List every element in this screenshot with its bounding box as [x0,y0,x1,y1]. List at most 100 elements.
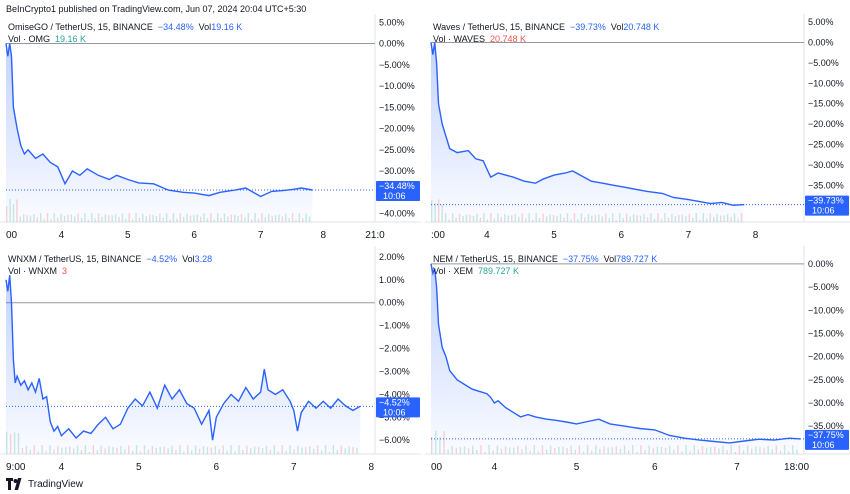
y-tick-label: −35.00% [808,421,844,431]
x-tick-label: 5 [551,230,557,241]
y-tick-label: −15.00% [379,102,415,112]
y-tick-label: 5.00% [808,17,834,27]
last-value-badge [805,429,849,450]
x-tick-label: 4 [59,230,65,241]
y-tick-label: 0.00% [379,39,405,49]
x-tick-label: 21:0 [365,230,385,241]
vol-value: 19.16 K [211,22,242,32]
y-tick-label: 2.00% [379,252,405,262]
y-tick-label: −20.00% [808,119,844,129]
chart-waves[interactable]: 5.00% 0.00% −5.00% −10.00% −15.00% −20.00% −25… [425,14,850,242]
change-value: −4.52% [146,254,177,264]
vol-row-label: Vol · WNXM [8,266,57,276]
countdown-label: 10:06 [812,440,835,450]
x-tick-label: 18:00 [784,462,809,473]
volume-legend: Vol · OMG 19.16 K [8,34,86,44]
x-tick-label: 7 [258,230,264,241]
chart-xem[interactable]: 0.00% −5.00% −10.00% −15.00% −20.00% −25.00% −… [425,246,850,474]
tradingview-logo-icon [6,478,22,490]
y-tick-label: 0.00% [379,298,405,308]
y-tick-label: −25.00% [379,145,415,155]
y-tick-label: −30.00% [808,160,844,170]
y-tick-label: −4.00% [379,389,410,399]
series-area [431,42,745,222]
x-tick-label: 4 [492,462,498,473]
y-tick-label: −5.00% [808,58,839,68]
series-line [5,275,361,441]
change-value: −39.73% [570,22,606,32]
change-value: −34.48% [158,22,194,32]
vol-row-value: 19.16 K [55,34,86,44]
vol-row-value: 20.748 K [490,34,526,44]
y-tick-label: −5.00% [379,412,410,422]
symbol-legend: OmiseGO / TetherUS, 15, BINANCE −34.48% Vo… [8,22,242,32]
volume-legend: Vol · WNXM 3 [8,266,67,276]
vol-row-label: Vol · XEM [433,266,473,276]
y-tick-label: −3.00% [379,366,410,376]
series-area [431,263,801,454]
vol-label: Vol [199,22,212,32]
series-line [430,42,745,207]
y-tick-label: 1.00% [379,275,405,285]
vol-value: 3.28 [195,254,213,264]
x-tick-label: :00 [431,230,445,241]
footer: TradingView [6,476,83,492]
series-area [6,43,313,222]
y-tick-label: −20.00% [379,124,415,134]
last-value-badge [376,397,420,418]
last-value-label: −34.48% [379,181,415,191]
x-tick-label: 5 [125,230,131,241]
x-tick-label: 5 [136,462,142,473]
vol-value: 20.748 K [623,22,659,32]
symbol-legend: NEM / TetherUS, 15, BINANCE −37.75% Vol789… [433,254,657,264]
y-tick-label: −15.00% [808,328,844,338]
symbol-title: NEM / TetherUS, 15, BINANCE [433,254,558,264]
chart-wnxm[interactable]: 2.00%1.00%0.00%−1.00%−2.00%−3.00%−4.00%−… [0,246,421,474]
x-tick-label: 4 [484,230,490,241]
x-tick-label: 8 [321,230,327,241]
y-tick-label: −30.00% [379,166,415,176]
countdown-label: 10:06 [383,191,406,201]
y-tick-label: −15.00% [808,99,844,109]
series-area [6,275,361,454]
y-tick-label: −10.00% [808,78,844,88]
volume-legend: Vol · WAVES 20.748 K [433,34,526,44]
last-value-label: −4.52% [379,397,410,407]
volume-legend: Vol · XEM 789.727 K [433,266,519,276]
x-tick-label: 5 [574,462,580,473]
countdown-label: 10:06 [383,407,406,417]
last-value-label: −39.73% [808,196,844,206]
y-tick-label: −25.00% [808,139,844,149]
countdown-label: 10:06 [812,206,835,216]
y-tick-label: −20.00% [808,352,844,362]
x-tick-label: 7 [686,230,692,241]
y-tick-label: 0.00% [808,37,834,47]
last-value-badge [376,181,420,202]
series-line [430,263,801,444]
chart-omg[interactable]: 5.00% 0.00% −5.00% −10.00% −15.00% −20.00% −25… [0,14,421,242]
vol-row-label: Vol · WAVES [433,34,485,44]
vol-row-value: 789.727 K [478,266,519,276]
series-line [5,43,313,198]
y-tick-label: −35.00% [808,180,844,190]
y-tick-label: −25.00% [808,375,844,385]
symbol-title: WNXM / TetherUS, 15, BINANCE [8,254,141,264]
y-tick-label: −6.00% [379,435,410,445]
x-tick-label: 00 [6,230,18,241]
y-tick-label: −5.00% [379,60,410,70]
symbol-legend: Waves / TetherUS, 15, BINANCE −39.73% Vol2… [433,22,659,32]
x-tick-label: 6 [652,462,658,473]
y-tick-label: −10.00% [808,305,844,315]
symbol-title: OmiseGO / TetherUS, 15, BINANCE [8,22,153,32]
x-tick-label: 8 [369,462,375,473]
y-tick-label: −1.00% [379,321,410,331]
vol-label: Vol [611,22,624,32]
y-tick-label: −5.00% [808,282,839,292]
vol-label: Vol [604,254,617,264]
x-tick-label: 9:00 [6,462,26,473]
symbol-legend: WNXM / TetherUS, 15, BINANCE −4.52% Vol3.2… [8,254,212,264]
x-tick-label: 7 [291,462,297,473]
vol-row-label: Vol · OMG [8,34,50,44]
y-tick-label: 0.00% [808,259,834,269]
